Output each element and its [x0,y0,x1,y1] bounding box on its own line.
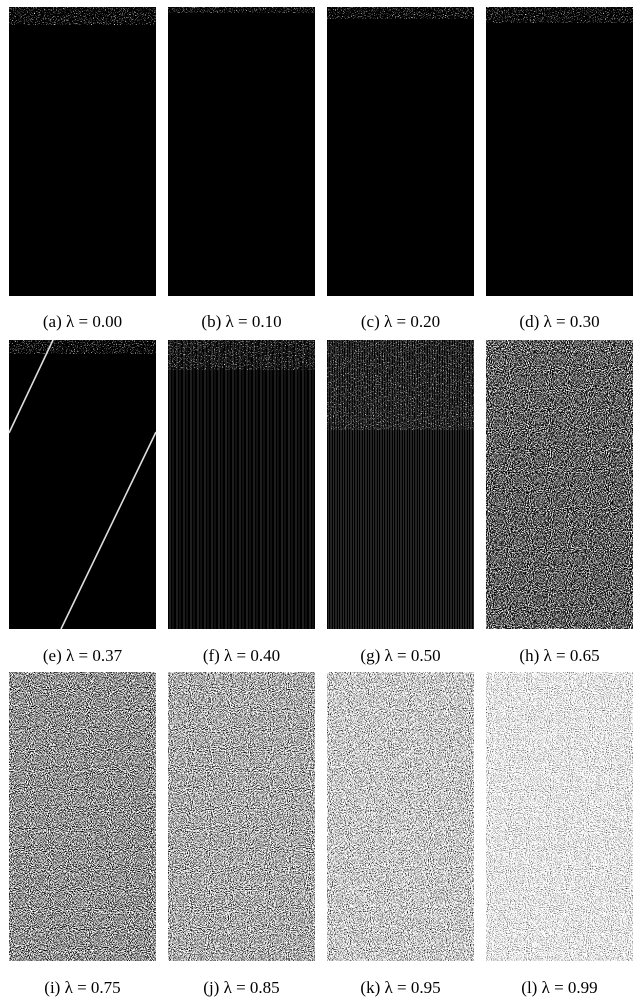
panel-caption: (h) λ = 0.65 [519,646,599,665]
panel-caption: (e) λ = 0.37 [43,646,123,665]
panel-image [9,672,156,961]
panel-image [486,340,633,629]
panel [486,7,633,296]
panel [9,672,156,961]
panel-image [486,7,633,296]
panel-caption: (b) λ = 0.10 [201,312,281,331]
panel [327,340,474,629]
panel-caption: (f) λ = 0.40 [203,646,280,665]
panel-caption: (c) λ = 0.20 [361,312,440,331]
panel-speckle [327,7,474,19]
panel-image [486,672,633,961]
panel [486,672,633,961]
panel [8,339,157,630]
panel [327,672,474,961]
panel-caption: (g) λ = 0.50 [360,646,440,665]
panel-caption: (a) λ = 0.00 [43,312,122,331]
panel-image [9,7,156,296]
panel-speckle [327,340,474,430]
diagonal-line [60,431,157,630]
panel-image [168,340,315,629]
panel [168,7,315,296]
panel [168,672,315,961]
panel-caption: (i) λ = 0.75 [44,978,120,997]
diagonal-line [8,339,54,434]
panel-speckle [168,340,315,370]
panel-image [327,7,474,296]
panel [486,340,633,629]
panel-speckle [168,7,315,13]
panel [327,7,474,296]
panel-caption: (j) λ = 0.85 [203,978,279,997]
panel-image [327,672,474,961]
panel-caption: (d) λ = 0.30 [519,312,599,331]
panel-speckle [9,7,156,25]
panel-speckle [9,340,156,354]
panel [168,340,315,629]
panel-image [168,672,315,961]
panel [9,7,156,296]
panel-image [168,7,315,296]
panel-caption: (k) λ = 0.95 [360,978,440,997]
panel-speckle [486,7,633,23]
panel-caption: (l) λ = 0.99 [521,978,597,997]
